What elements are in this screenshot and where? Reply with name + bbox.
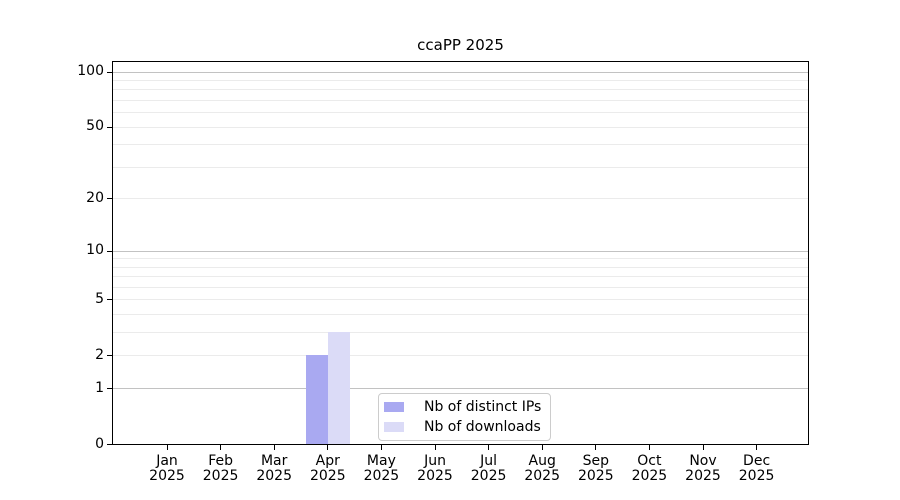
x-tick-label-mar: Mar 2025 (242, 454, 306, 484)
y-tick-50 (107, 126, 112, 128)
x-label-year: 2025 (149, 468, 185, 484)
legend-label-distinct-ips: Nb of distinct IPs (424, 399, 542, 415)
x-tick-feb (220, 445, 222, 450)
bar-downloads-apr (327, 332, 350, 444)
x-tick-apr (327, 445, 329, 450)
y-tick-1 (107, 388, 112, 390)
x-tick-label-sep: Sep 2025 (564, 454, 628, 484)
x-label-month: Jun (424, 453, 446, 469)
y-tick-label-50: 50 (86, 118, 104, 135)
x-tick-mar (273, 445, 275, 450)
x-tick-jul (488, 445, 490, 450)
legend-swatch-downloads (384, 422, 404, 432)
gridline-minor-90 (113, 80, 808, 81)
x-tick-label-may: May 2025 (349, 454, 413, 484)
bar-distinct-ips-apr (305, 355, 328, 444)
gridline-minor-4 (113, 314, 808, 316)
x-label-year: 2025 (417, 468, 453, 484)
y-tick-label-0: 0 (95, 435, 104, 452)
gridline-minor-3 (113, 332, 808, 334)
x-tick-label-dec: Dec 2025 (725, 454, 789, 484)
x-tick-label-apr: Apr 2025 (296, 454, 360, 484)
x-label-year: 2025 (524, 468, 560, 484)
y-tick-label-20: 20 (86, 189, 104, 206)
x-label-year: 2025 (685, 468, 721, 484)
x-tick-label-feb: Feb 2025 (189, 454, 253, 484)
x-label-year: 2025 (577, 468, 614, 484)
x-tick-may (380, 445, 382, 450)
gridline-minor-6 (113, 287, 808, 288)
plot-area (112, 61, 809, 445)
x-tick-label-jan: Jan 2025 (135, 454, 199, 484)
x-label-month: Jan (156, 453, 178, 469)
x-label-year: 2025 (631, 468, 668, 484)
x-label-month: Sep (582, 453, 609, 469)
x-tick-jun (434, 445, 436, 450)
y-tick-label-5: 5 (95, 290, 104, 307)
x-label-month: Aug (528, 453, 556, 469)
x-tick-label-jun: Jun 2025 (403, 454, 467, 484)
x-tick-aug (541, 445, 543, 450)
x-tick-label-oct: Oct 2025 (617, 454, 681, 484)
gridline-minor-20 (113, 198, 808, 200)
x-label-year: 2025 (309, 468, 346, 484)
y-tick-0 (107, 444, 112, 445)
x-label-month: Feb (208, 453, 233, 469)
legend-item-distinct-ips: Nb of distinct IPs (384, 397, 541, 417)
x-label-year: 2025 (363, 468, 400, 484)
x-tick-label-nov: Nov 2025 (671, 454, 735, 484)
legend-label-downloads: Nb of downloads (424, 419, 541, 435)
gridline-minor-8 (113, 266, 808, 268)
x-label-month: Dec (743, 453, 771, 469)
gridline-minor-50 (113, 126, 808, 128)
x-label-year: 2025 (202, 468, 239, 484)
x-tick-nov (702, 445, 704, 450)
y-tick-5 (107, 299, 112, 301)
x-label-month: Apr (315, 453, 340, 469)
gridline-minor-9 (113, 258, 808, 260)
x-tick-jan (166, 445, 168, 450)
gridline-minor-2 (113, 355, 808, 357)
legend: Nb of distinct IPs Nb of downloads (378, 393, 552, 441)
y-tick-2 (107, 355, 112, 357)
gridline-major-1 (113, 388, 808, 390)
x-label-month: Oct (637, 453, 662, 469)
y-tick-label-10: 10 (86, 242, 104, 258)
x-tick-dec (756, 445, 758, 450)
x-tick-label-aug: Aug 2025 (510, 454, 574, 484)
y-tick-10 (107, 250, 112, 252)
gridline-minor-7 (113, 276, 808, 278)
y-tick-100 (107, 71, 112, 73)
x-label-year: 2025 (256, 468, 292, 484)
gridline-minor-30 (113, 166, 808, 168)
gridline-major-100 (113, 71, 808, 73)
gridline-minor-5 (113, 299, 808, 301)
chart-title: ccaPP 2025 (417, 36, 504, 54)
y-tick-label-2: 2 (95, 346, 104, 363)
x-tick-sep (595, 445, 597, 450)
x-label-year: 2025 (738, 468, 775, 484)
gridline-minor-40 (113, 144, 808, 146)
legend-item-downloads: Nb of downloads (384, 417, 541, 437)
x-tick-label-jul: Jul 2025 (457, 454, 521, 484)
y-tick-label-1: 1 (95, 379, 104, 396)
x-label-month: Jul (480, 453, 498, 469)
x-label-month: May (366, 453, 396, 469)
gridline-minor-70 (113, 100, 808, 101)
y-tick-label-100: 100 (77, 63, 104, 80)
legend-swatch-distinct-ips (384, 402, 404, 412)
gridline-major-10 (113, 250, 808, 252)
x-label-year: 2025 (470, 468, 507, 484)
x-label-month: Nov (689, 453, 717, 469)
gridline-minor-80 (113, 89, 808, 91)
gridline-minor-60 (113, 112, 808, 114)
x-label-month: Mar (260, 453, 288, 469)
y-tick-20 (107, 198, 112, 200)
x-tick-oct (648, 445, 650, 450)
